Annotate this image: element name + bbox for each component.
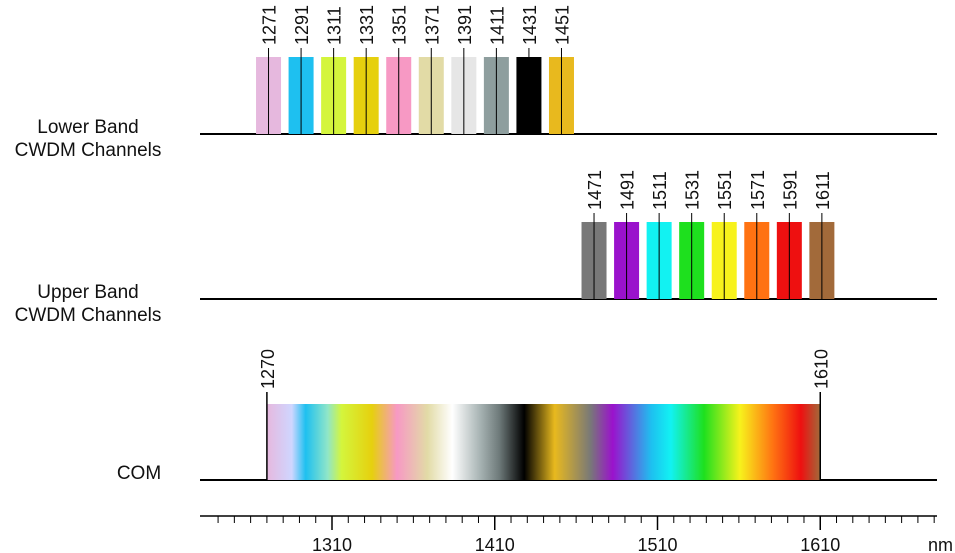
channel-label-lower_band-1371: 1371 [422, 5, 442, 45]
wavelength-axis: 1310 1410 1510 1610 nm [200, 515, 953, 553]
axis-tick-label-1510: 1510 [637, 535, 677, 553]
com-end-label: 1610 [811, 349, 831, 389]
axis-tick-label-1310: 1310 [312, 535, 352, 553]
channel-label-upper_band-1471: 1471 [585, 170, 605, 210]
com-start-label: 1270 [258, 349, 278, 389]
channel-label-lower_band-1431: 1431 [520, 5, 540, 45]
axis-unit-label: nm [928, 535, 953, 553]
axis-tick-label-1610: 1610 [800, 535, 840, 553]
channel-label-lower_band-1391: 1391 [455, 5, 475, 45]
com-group: 1270 1610 [200, 349, 937, 481]
channel-label-lower_band-1311: 1311 [325, 6, 345, 45]
channel-label-lower_band-1351: 1351 [390, 5, 410, 45]
com-spectrum-bar [266, 404, 821, 480]
channel-label-upper_band-1511: 1511 [650, 171, 670, 210]
lower-band-label-line2: CWDM Channels [14, 140, 162, 161]
lower-band-label-line1: Lower Band [37, 117, 139, 138]
channel-label-lower_band-1331: 1331 [357, 5, 377, 45]
channel-label-upper_band-1611: 1611 [813, 171, 833, 210]
channel-label-lower_band-1291: 1291 [292, 5, 312, 45]
channel-label-lower_band-1271: 1271 [260, 5, 280, 45]
lower-band-group: 1271 1291 1311 1331 1351 1371 1391 1411 1431 1451 [200, 5, 937, 135]
upper-band-label: Upper Band CWDM Channels [0, 281, 176, 327]
channel-label-lower_band-1411: 1411 [487, 6, 507, 45]
channel-label-upper_band-1491: 1491 [618, 170, 638, 210]
channel-label-upper_band-1571: 1571 [748, 170, 768, 210]
lower-band-label: Lower Band CWDM Channels [0, 116, 176, 162]
channel-label-upper_band-1551: 1551 [715, 170, 735, 210]
channel-label-lower_band-1451: 1451 [552, 5, 572, 45]
com-label-text: COM [116, 463, 162, 484]
upper-band-group: 1471 1491 1511 1531 1551 1571 1591 1611 [200, 170, 937, 300]
upper-band-label-line2: CWDM Channels [14, 305, 162, 326]
upper-band-label-line1: Upper Band [37, 282, 139, 303]
channel-label-upper_band-1591: 1591 [780, 170, 800, 210]
channel-label-upper_band-1531: 1531 [683, 170, 703, 210]
axis-tick-label-1410: 1410 [475, 535, 515, 553]
com-label: COM [104, 462, 174, 485]
